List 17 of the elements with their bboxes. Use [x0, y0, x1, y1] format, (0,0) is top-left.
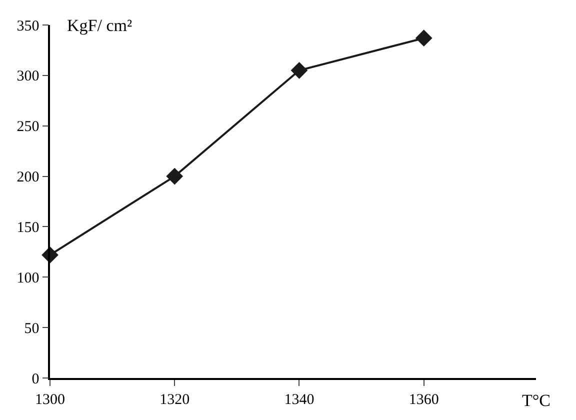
point	[415, 30, 432, 47]
y-tick-label: 300	[16, 68, 40, 85]
y-tick-label: 200	[16, 170, 40, 186]
y-axis-title: KgF/ cm²	[67, 16, 132, 35]
x-axis-title: T°C	[522, 391, 551, 410]
y-tick-label: 100	[16, 270, 40, 286]
x-tick-label: 1340	[284, 392, 314, 408]
x-tick-label: 1320	[160, 392, 190, 408]
y-tick-label: 150	[16, 220, 40, 236]
point	[166, 168, 184, 185]
y-tick-label: 50	[24, 320, 40, 337]
point	[290, 62, 308, 79]
y-tick-label: 350	[16, 18, 40, 34]
y-tick-label: 0	[32, 371, 40, 388]
x-tick-label: 1300	[35, 392, 65, 408]
x-tick-label: 1360	[408, 392, 439, 408]
y-tick-label: 250	[16, 119, 40, 136]
